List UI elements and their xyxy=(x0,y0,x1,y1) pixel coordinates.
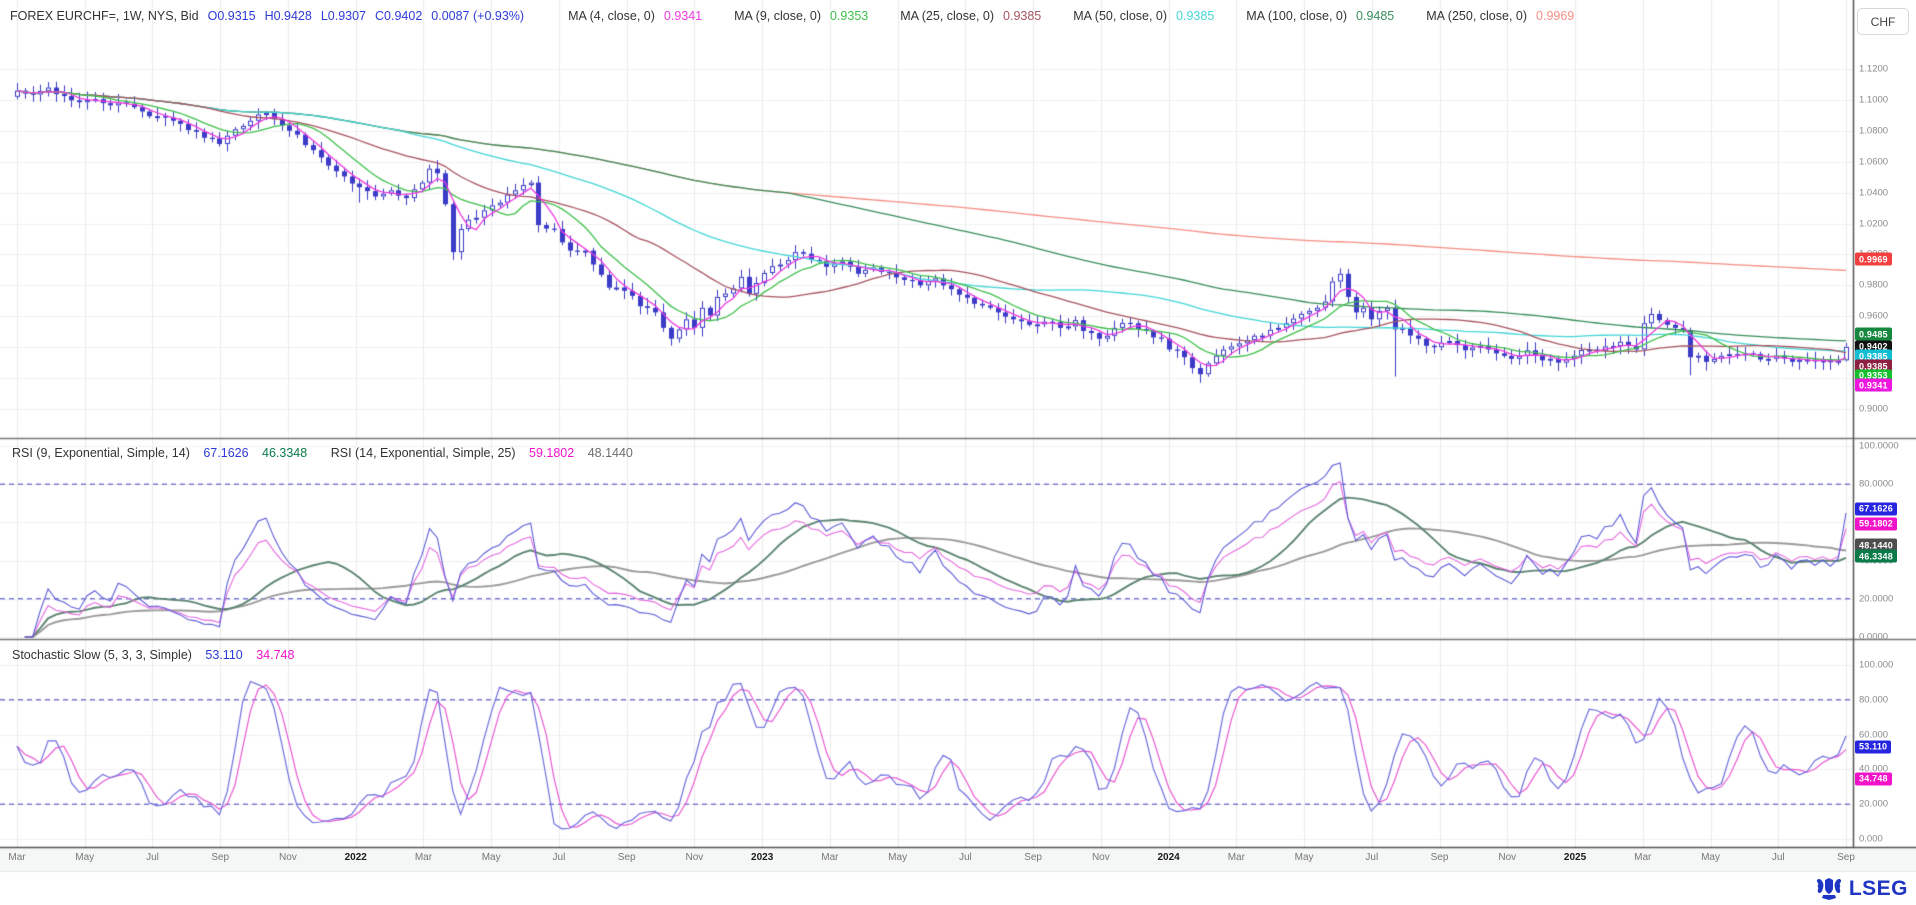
time-axis-label: Mar xyxy=(1634,852,1652,863)
axis-tick-label: 1.0600 xyxy=(1859,156,1889,168)
series-title: FOREX EURCHF=, 1W, NYS, Bid xyxy=(10,9,199,23)
value-badge: 48.1440 xyxy=(1855,538,1897,552)
time-axis-label: Jul xyxy=(958,852,972,863)
axis-tick-label: 80.000 xyxy=(1859,694,1889,706)
ma9-label: MA (9, close, 0) xyxy=(734,9,821,23)
rsi9-smooth-value: 46.3348 xyxy=(262,446,308,460)
value-badge: 53.110 xyxy=(1855,740,1892,754)
axis-tick-label: 40.000 xyxy=(1859,763,1889,775)
axis-tick-label: 1.0400 xyxy=(1859,187,1889,199)
low-value: L0.9307 xyxy=(320,9,367,23)
time-axis-label: May xyxy=(1701,852,1720,863)
rsi9-label: RSI (9, Exponential, Simple, 14) xyxy=(12,446,190,460)
value-badge: 0.9485 xyxy=(1855,327,1892,341)
value-badge: 67.1626 xyxy=(1855,502,1897,516)
axis-tick-label: 20.000 xyxy=(1859,798,1889,810)
stoch-label: Stochastic Slow (5, 3, 3, Simple) xyxy=(12,648,192,662)
value-badge: 0.9341 xyxy=(1855,378,1892,392)
lseg-logo-text: LSEG xyxy=(1848,877,1908,900)
ma4-label: MA (4, close, 0) xyxy=(568,9,655,23)
axis-tick-label: 100.000 xyxy=(1859,659,1894,671)
stoch-k-value: 53.110 xyxy=(205,648,243,662)
time-axis-label: Mar xyxy=(8,852,26,863)
time-axis-label: Mar xyxy=(821,852,839,863)
rsi14-label: RSI (14, Exponential, Simple, 25) xyxy=(330,446,516,460)
ma100-value: 0.9485 xyxy=(1356,9,1395,23)
axis-tick-label: 1.1000 xyxy=(1859,94,1889,106)
high-value: H0.9428 xyxy=(264,9,312,23)
value-badge: 0.9969 xyxy=(1855,252,1892,266)
time-axis-label: Sep xyxy=(211,852,230,863)
axis-tick-label: 0.9800 xyxy=(1859,279,1889,291)
stoch-label-row: Stochastic Slow (5, 3, 3, Simple) 53.110… xyxy=(12,648,304,662)
value-badge: 46.3348 xyxy=(1855,549,1897,563)
ma25-value: 0.9385 xyxy=(1003,9,1042,23)
time-axis-label: May xyxy=(1294,852,1314,863)
rsi14-smooth-value: 48.1440 xyxy=(587,446,633,460)
open-value: O0.9315 xyxy=(207,9,256,23)
time-axis-label: Mar xyxy=(414,852,433,863)
rsi-label-row: RSI (9, Exponential, Simple, 14) 67.1626… xyxy=(12,446,643,460)
axis-tick-label: 60.000 xyxy=(1859,729,1889,741)
time-axis-label: Sep xyxy=(1430,852,1449,863)
ma4-value: 0.9341 xyxy=(663,9,703,23)
axis-tick-label: 1.0800 xyxy=(1859,125,1889,137)
axis-tick-label: 0.9600 xyxy=(1859,310,1889,322)
close-value: C0.9402 xyxy=(375,9,423,23)
ma250-value: 0.9969 xyxy=(1536,9,1575,23)
lseg-logo: LSEG xyxy=(1814,876,1908,902)
ma50-value: 0.9385 xyxy=(1176,9,1215,23)
axis-tick-label: 0.9000 xyxy=(1859,403,1889,415)
time-axis-label: Jul xyxy=(1771,852,1785,863)
time-axis-label: 2025 xyxy=(1563,852,1587,863)
time-axis-label: May xyxy=(888,852,908,863)
chart-header: FOREX EURCHF=, 1W, NYS, Bid O0.9315 H0.9… xyxy=(10,5,1848,27)
time-axis-label: 2023 xyxy=(751,852,774,863)
axis-tick-label: 1.1200 xyxy=(1859,63,1889,75)
lseg-crest-icon xyxy=(1816,878,1841,900)
currency-button[interactable]: CHF xyxy=(1857,8,1909,35)
time-axis-label: Sep xyxy=(1837,852,1855,863)
ma250-label: MA (250, close, 0) xyxy=(1426,9,1528,23)
time-axis-label: Mar xyxy=(1227,852,1245,863)
time-axis-label: 2024 xyxy=(1157,852,1180,863)
time-axis-label: May xyxy=(75,852,95,863)
time-axis-label: Jul xyxy=(146,852,159,863)
ma100-label: MA (100, close, 0) xyxy=(1246,9,1348,23)
value-badge: 59.1802 xyxy=(1855,517,1897,531)
axis-tick-label: 0.0000 xyxy=(1859,631,1889,643)
axis-tick-label: 80.0000 xyxy=(1859,478,1894,490)
rsi9-value: 67.1626 xyxy=(203,446,249,460)
time-axis-label: Sep xyxy=(1024,852,1042,863)
time-axis-label: Sep xyxy=(617,852,636,863)
rsi14-value: 59.1802 xyxy=(529,446,575,460)
axis-tick-label: 1.0200 xyxy=(1859,218,1889,230)
axis-tick-label: 20.0000 xyxy=(1859,593,1894,605)
change-value: 0.0087 (+0.93%) xyxy=(431,9,525,23)
axis-tick-label: 100.0000 xyxy=(1859,440,1899,452)
stoch-d-value: 34.748 xyxy=(256,648,295,662)
time-axis-label: May xyxy=(481,852,501,863)
axis-tick-label: 0.000 xyxy=(1859,833,1883,845)
time-axis-label: Nov xyxy=(279,852,297,863)
time-axis-label: Nov xyxy=(1091,852,1110,863)
time-axis-label: Nov xyxy=(685,852,704,863)
ma50-label: MA (50, close, 0) xyxy=(1073,9,1168,23)
time-axis-label: Jul xyxy=(552,852,566,863)
time-axis-label: Jul xyxy=(1365,852,1379,863)
ma25-label: MA (25, close, 0) xyxy=(900,9,995,23)
value-badge: 34.748 xyxy=(1855,772,1892,786)
time-axis-label: Nov xyxy=(1498,852,1517,863)
ma9-value: 0.9353 xyxy=(829,9,869,23)
time-axis-label: 2022 xyxy=(344,852,367,863)
